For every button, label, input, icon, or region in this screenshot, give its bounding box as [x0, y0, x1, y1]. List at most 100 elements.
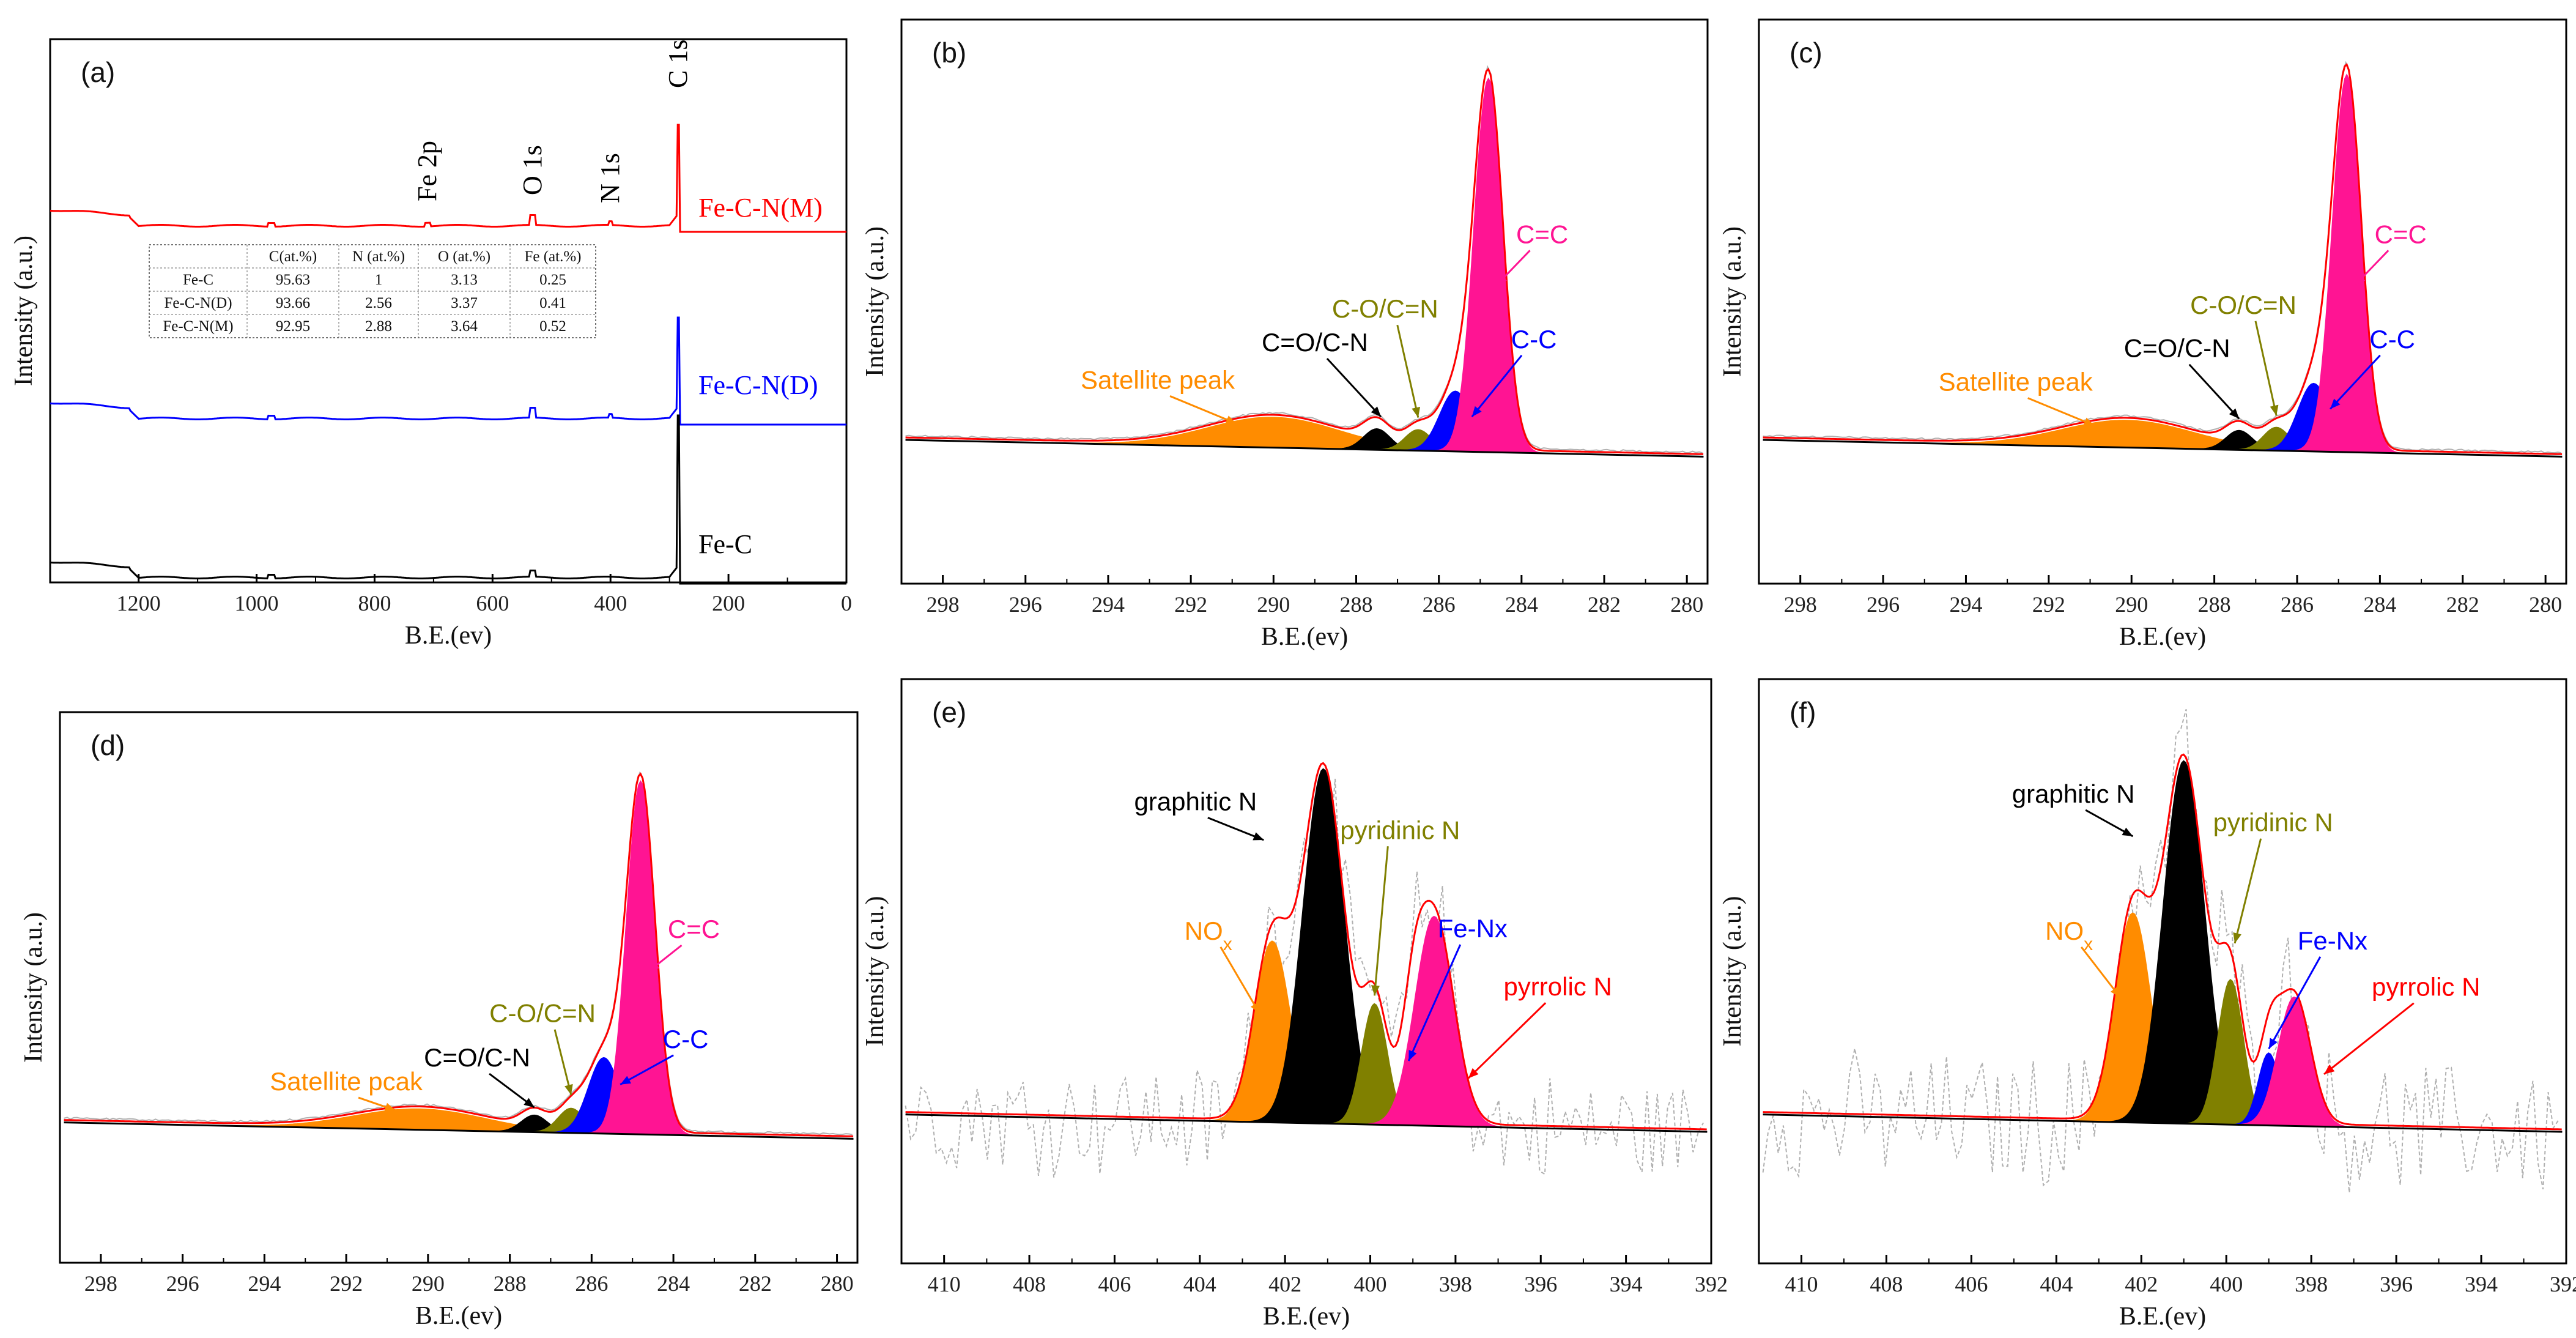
x-tick-label: 396 — [2380, 1272, 2413, 1296]
annotation-subscript: x — [2084, 934, 2093, 954]
baseline — [1763, 439, 2563, 458]
table-cell: 0.52 — [539, 318, 566, 335]
x-tick-label: 294 — [1092, 592, 1125, 617]
plot-frame — [1758, 678, 2567, 1265]
fit-peak — [1763, 760, 2563, 1132]
arrow-line — [2080, 946, 2121, 998]
x-tick-label: 402 — [1268, 1272, 1301, 1296]
x-tick-label: 280 — [1670, 592, 1703, 617]
arrow-line — [1326, 358, 1382, 418]
y-axis-label: Intensity (a.u.) — [1719, 226, 1747, 377]
peak-annotation: C-O/C=N — [489, 999, 596, 1028]
arrow-line — [1220, 946, 1260, 1014]
peak-annotation: C-C — [2369, 325, 2415, 354]
x-tick-label: 404 — [1183, 1272, 1216, 1296]
x-axis-label: B.E.(ev) — [405, 622, 492, 650]
x-axis-label: B.E.(ev) — [2119, 1303, 2206, 1331]
panel-d: 298 296 294 292 290 288 286 284 282 280 B.E.(ev) In… — [20, 711, 859, 1330]
arrow-head — [620, 1076, 632, 1085]
raw-data-line — [64, 771, 853, 1135]
x-axis-label: B.E.(ev) — [2119, 623, 2206, 651]
peak-annotation: pyridinic N — [1340, 816, 1460, 844]
table-cell: 3.37 — [451, 295, 478, 311]
arrow-line — [1396, 324, 1419, 418]
table-cell: 3.64 — [451, 318, 478, 335]
x-tick-label: 288 — [494, 1271, 527, 1296]
x-tick-label: 800 — [358, 591, 391, 615]
arrow-line — [2330, 354, 2381, 410]
peak-annotation: C-C — [663, 1025, 709, 1054]
panel-a: 1200 1000 800 600 400 200 0 B.E.(ev) Intensity (… — [10, 38, 852, 650]
table-cell: 2.56 — [365, 295, 392, 311]
peak-annotation: C=O/C-N — [424, 1043, 530, 1072]
table-header: O (at.%) — [438, 248, 490, 265]
panel-c: 298 296 294 292 290 288 286 284 282 280 B.E.(ev) In… — [1719, 18, 2567, 651]
series-label: Fe-C — [698, 529, 752, 559]
x-tick-label: 298 — [927, 592, 960, 617]
arrow-head — [1250, 1002, 1260, 1014]
x-tick-label: 408 — [1870, 1272, 1903, 1296]
baseline — [905, 439, 1704, 458]
x-tick-label: 406 — [1098, 1272, 1131, 1296]
arrow-head — [648, 961, 660, 972]
peak-annotation: C=C — [2375, 220, 2427, 248]
arrow-head — [2083, 417, 2095, 426]
panel-label: (c) — [1790, 37, 1823, 69]
raw-data-line — [905, 65, 1703, 454]
arrow-head — [2330, 398, 2341, 409]
arrow-line — [1407, 944, 1462, 1061]
peak-annotation: C-C — [1511, 325, 1557, 354]
arrow-line — [2268, 956, 2322, 1050]
peak-annotation: graphitic N — [2012, 779, 2135, 808]
arrow-head — [1408, 1049, 1417, 1061]
arrow-head — [2324, 1065, 2335, 1074]
arrow-head — [1471, 406, 1482, 417]
x-tick-label: 408 — [1013, 1272, 1046, 1296]
arrow-head — [384, 1102, 396, 1112]
panel-label: (e) — [932, 696, 966, 728]
raw-data-line — [1763, 61, 2561, 454]
peak-annotation: Satellite peak — [1081, 365, 1235, 394]
plot-frame — [59, 711, 859, 1264]
x-tick-label: 290 — [412, 1271, 445, 1296]
table-cell: 95.63 — [276, 272, 310, 288]
table-cell: 0.25 — [539, 272, 566, 288]
plot-frame — [900, 678, 1712, 1265]
arrow-head — [1412, 406, 1421, 418]
arrow-head — [2122, 827, 2133, 836]
arrow-head — [1371, 406, 1382, 417]
arrow-line — [1169, 395, 1237, 425]
arrow-head — [2355, 274, 2366, 285]
arrow-head — [2233, 932, 2241, 943]
survey-line — [50, 124, 846, 233]
x-tick-label: 400 — [1354, 1272, 1387, 1296]
plot-frame — [49, 38, 848, 584]
table-cell: Fe-C-N(D) — [164, 295, 232, 311]
arrow-line — [553, 1029, 572, 1096]
x-tick-label: 394 — [1610, 1272, 1643, 1296]
x-tick-label: 294 — [1949, 592, 1982, 617]
x-tick-label: 600 — [476, 591, 509, 615]
peak-annotation: Fe-Nx — [1438, 914, 1508, 943]
baseline — [64, 1121, 854, 1140]
raw-data-line — [1762, 709, 2559, 1193]
envelope-line — [1763, 62, 2563, 455]
x-tick-label: 292 — [330, 1271, 363, 1296]
peak-label: Fe 2p — [412, 141, 442, 201]
x-tick-label: 296 — [166, 1271, 199, 1296]
x-tick-label: 280 — [2529, 592, 2562, 617]
x-tick-label: 406 — [1955, 1272, 1988, 1296]
x-tick-label: 298 — [1784, 592, 1817, 617]
panel-label: (b) — [932, 37, 966, 69]
table-cell: Fe-C-N(M) — [163, 318, 233, 335]
arrow-head — [2268, 1038, 2278, 1049]
arrow-line — [2234, 838, 2262, 944]
peak-annotation: Fe-Nx — [2298, 926, 2367, 955]
peak-annotation: Satellite pcak — [270, 1067, 423, 1096]
baseline — [1763, 1113, 2563, 1133]
peak-annotation: C=C — [668, 915, 720, 943]
x-tick-label: 286 — [1423, 592, 1456, 617]
x-tick-label: 410 — [928, 1272, 961, 1296]
fit-peak — [905, 768, 1708, 1132]
